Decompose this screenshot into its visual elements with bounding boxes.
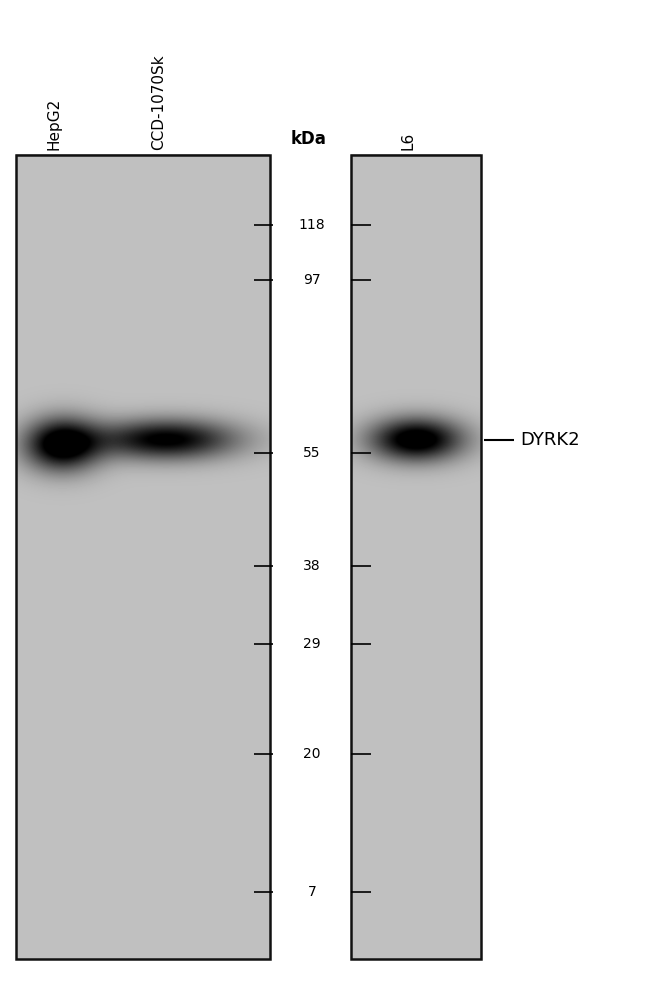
Text: L6: L6 — [401, 132, 416, 150]
Text: 55: 55 — [304, 446, 320, 460]
Text: 7: 7 — [307, 885, 317, 899]
Text: 38: 38 — [303, 559, 321, 573]
Bar — [351, 155, 481, 959]
Text: HepG2: HepG2 — [47, 98, 62, 150]
Text: 29: 29 — [303, 637, 321, 651]
Text: DYRK2: DYRK2 — [520, 431, 580, 449]
Bar — [16, 155, 270, 959]
Text: kDa: kDa — [291, 130, 327, 148]
Text: CCD-1070Sk: CCD-1070Sk — [151, 54, 166, 150]
Text: 118: 118 — [299, 218, 325, 232]
Text: 97: 97 — [303, 273, 321, 287]
Text: 20: 20 — [304, 747, 320, 761]
